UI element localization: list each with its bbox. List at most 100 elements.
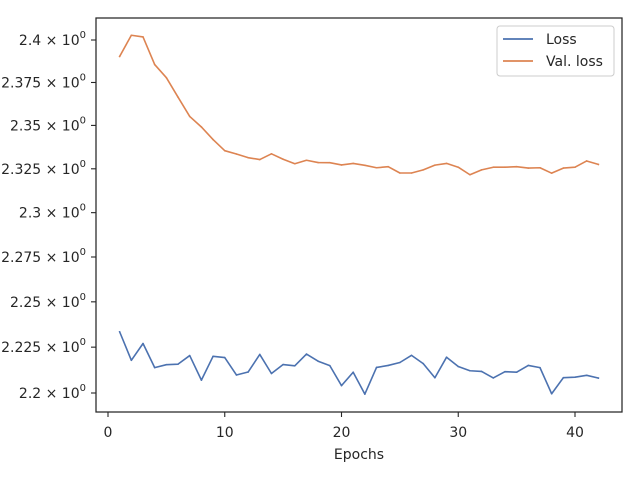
y-ticks: 2.2 × 100 2.225 × 100 2.25 × 100 2.275 × 10… xyxy=(1,30,96,402)
data-point-loss xyxy=(597,377,600,379)
data-point-loss xyxy=(410,354,413,357)
series-points-val-loss xyxy=(118,34,600,176)
legend-label-val-loss: Val. loss xyxy=(546,54,603,70)
data-point-loss xyxy=(539,366,541,369)
data-point-loss xyxy=(492,377,495,379)
data-point-loss xyxy=(118,331,121,333)
data-point-val-loss xyxy=(177,96,179,98)
data-point-loss xyxy=(480,370,483,373)
data-point-val-loss xyxy=(329,161,331,164)
data-point-val-loss xyxy=(585,160,588,162)
data-point-loss xyxy=(387,364,390,367)
data-point-val-loss xyxy=(270,153,273,155)
data-point-loss xyxy=(422,362,425,365)
data-point-val-loss xyxy=(317,161,319,164)
data-point-loss xyxy=(562,376,565,379)
data-point-val-loss xyxy=(200,126,203,128)
legend: Loss Val. loss xyxy=(496,25,615,77)
x-tick-label: 40 xyxy=(566,425,584,441)
x-ticks: 0 10 20 30 40 xyxy=(104,412,584,441)
data-point-val-loss xyxy=(387,165,390,168)
data-point-loss xyxy=(282,363,284,366)
data-point-loss xyxy=(165,363,168,366)
data-point-loss xyxy=(188,354,191,357)
data-point-val-loss xyxy=(492,166,495,169)
data-point-val-loss xyxy=(480,169,483,171)
y-tick-label: 2.35 × 100 xyxy=(10,115,86,134)
x-tick-label: 30 xyxy=(449,425,467,441)
data-point-val-loss xyxy=(223,149,226,152)
data-point-loss xyxy=(317,360,319,363)
data-point-val-loss xyxy=(352,162,354,165)
data-point-val-loss xyxy=(130,34,133,37)
data-point-val-loss xyxy=(457,166,460,169)
data-point-val-loss xyxy=(550,172,553,174)
data-point-loss xyxy=(223,356,226,359)
data-point-loss xyxy=(142,342,144,345)
data-point-val-loss xyxy=(282,158,284,161)
data-point-loss xyxy=(130,359,133,362)
data-point-loss xyxy=(585,374,588,377)
data-point-loss xyxy=(375,366,378,369)
data-point-loss xyxy=(247,371,249,373)
y-tick-label: 2.325 × 100 xyxy=(1,159,86,178)
axes-layer xyxy=(95,17,623,413)
x-tick-label: 0 xyxy=(104,425,113,441)
data-point-loss xyxy=(364,393,366,395)
data-point-val-loss xyxy=(515,165,518,168)
data-point-loss xyxy=(399,361,401,364)
axes-frame xyxy=(95,17,623,413)
data-point-val-loss xyxy=(165,76,168,79)
series-layer xyxy=(118,34,600,395)
data-point-loss xyxy=(294,365,296,367)
data-point-val-loss xyxy=(469,173,471,176)
x-axis-label: Epochs xyxy=(334,447,384,463)
y-tick-label: 2.225 × 100 xyxy=(1,337,86,356)
data-point-loss xyxy=(329,364,331,367)
y-tick-label: 2.2 × 100 xyxy=(19,383,86,402)
data-point-val-loss xyxy=(118,55,121,58)
data-point-val-loss xyxy=(434,164,436,166)
data-point-val-loss xyxy=(574,166,576,169)
data-point-val-loss xyxy=(305,159,308,162)
data-point-val-loss xyxy=(375,166,378,169)
data-point-loss xyxy=(177,363,179,365)
data-point-val-loss xyxy=(399,172,401,174)
data-point-val-loss xyxy=(235,153,238,155)
data-point-loss xyxy=(469,369,471,372)
data-point-loss xyxy=(340,384,343,387)
plot-area xyxy=(96,18,622,412)
data-point-loss xyxy=(574,376,576,378)
data-point-val-loss xyxy=(410,172,413,174)
data-point-val-loss xyxy=(142,36,144,38)
data-point-loss xyxy=(434,376,436,379)
y-tick-label: 2.25 × 100 xyxy=(10,292,86,311)
x-tick-label: 20 xyxy=(333,425,351,441)
legend-label-loss: Loss xyxy=(546,32,577,48)
data-point-loss xyxy=(352,371,354,374)
data-point-val-loss xyxy=(422,169,425,171)
data-point-loss xyxy=(258,353,261,356)
data-point-loss xyxy=(445,356,448,359)
y-tick-label: 2.4 × 100 xyxy=(19,30,86,49)
data-point-val-loss xyxy=(340,164,343,166)
data-point-loss xyxy=(270,372,273,375)
data-point-val-loss xyxy=(445,162,448,165)
y-tick-label: 2.3 × 100 xyxy=(19,203,86,222)
data-point-val-loss xyxy=(597,163,600,166)
data-point-val-loss xyxy=(188,115,191,118)
series-points-loss xyxy=(118,331,600,395)
series-line-val-loss xyxy=(118,34,600,176)
series-line-loss xyxy=(118,330,600,395)
data-point-loss xyxy=(550,392,553,395)
data-point-loss xyxy=(504,370,506,373)
data-point-loss xyxy=(235,374,238,376)
x-tick-label: 10 xyxy=(216,425,234,441)
data-point-val-loss xyxy=(527,167,530,169)
data-point-loss xyxy=(200,379,203,381)
data-point-val-loss xyxy=(562,167,565,169)
data-point-val-loss xyxy=(258,158,261,161)
y-tick-label: 2.375 × 100 xyxy=(1,72,86,91)
data-point-loss xyxy=(527,364,530,367)
data-point-loss xyxy=(153,366,156,369)
